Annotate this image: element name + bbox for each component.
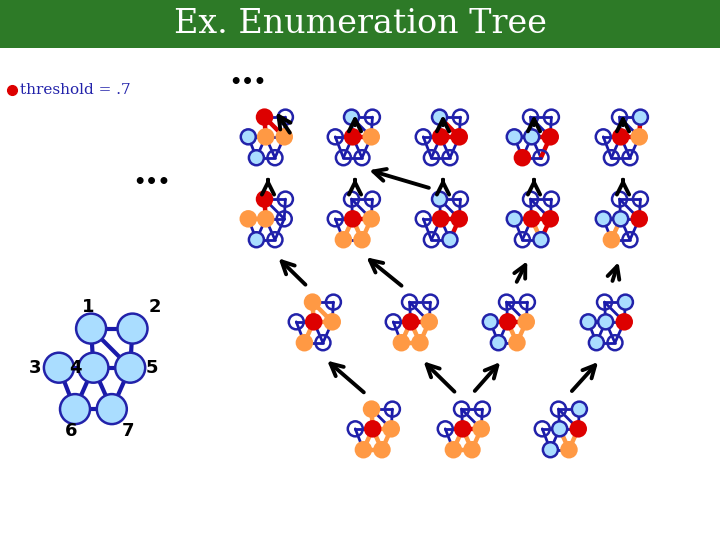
- Circle shape: [433, 130, 448, 144]
- Circle shape: [595, 211, 611, 226]
- Circle shape: [364, 402, 379, 417]
- Text: •••: •••: [133, 173, 171, 192]
- Circle shape: [510, 335, 524, 350]
- Circle shape: [44, 353, 74, 383]
- Circle shape: [543, 130, 558, 144]
- Circle shape: [305, 295, 320, 309]
- Circle shape: [613, 211, 628, 226]
- Text: 3: 3: [29, 359, 41, 377]
- Circle shape: [364, 211, 379, 226]
- Circle shape: [325, 314, 340, 329]
- Circle shape: [534, 232, 549, 247]
- Circle shape: [455, 421, 470, 436]
- Circle shape: [403, 314, 418, 329]
- Circle shape: [344, 110, 359, 125]
- Circle shape: [384, 421, 399, 436]
- Circle shape: [446, 442, 461, 457]
- Circle shape: [524, 130, 539, 144]
- Circle shape: [345, 130, 360, 144]
- Circle shape: [249, 232, 264, 247]
- Circle shape: [433, 211, 448, 226]
- Circle shape: [589, 335, 604, 350]
- Circle shape: [345, 211, 360, 226]
- Circle shape: [374, 442, 390, 457]
- Text: Ex. Enumeration Tree: Ex. Enumeration Tree: [174, 8, 546, 40]
- Circle shape: [365, 421, 380, 436]
- Circle shape: [257, 110, 272, 125]
- Circle shape: [297, 335, 312, 350]
- Circle shape: [306, 314, 321, 329]
- Circle shape: [464, 442, 480, 457]
- Circle shape: [257, 192, 272, 207]
- Text: 7: 7: [122, 422, 134, 440]
- Circle shape: [422, 314, 437, 329]
- Circle shape: [356, 442, 371, 457]
- Text: 4: 4: [69, 359, 81, 377]
- Circle shape: [258, 130, 273, 144]
- Text: 5: 5: [146, 359, 158, 377]
- Text: 6: 6: [65, 422, 77, 440]
- Circle shape: [354, 232, 369, 247]
- Circle shape: [249, 150, 264, 165]
- Circle shape: [507, 211, 522, 226]
- Circle shape: [451, 130, 467, 144]
- Circle shape: [613, 130, 628, 144]
- Circle shape: [276, 130, 292, 144]
- Circle shape: [451, 211, 467, 226]
- Circle shape: [443, 232, 457, 247]
- Circle shape: [432, 192, 447, 207]
- Circle shape: [240, 130, 256, 144]
- Circle shape: [336, 232, 351, 247]
- Circle shape: [507, 130, 522, 144]
- Circle shape: [618, 295, 633, 309]
- Circle shape: [258, 211, 273, 226]
- Circle shape: [562, 442, 577, 457]
- Circle shape: [413, 335, 428, 350]
- Text: 1: 1: [82, 298, 94, 315]
- Text: threshold = .7: threshold = .7: [20, 83, 130, 97]
- Circle shape: [518, 314, 534, 329]
- Circle shape: [581, 314, 595, 329]
- Circle shape: [552, 421, 567, 436]
- Circle shape: [78, 353, 109, 383]
- Circle shape: [633, 110, 648, 125]
- Circle shape: [491, 335, 506, 350]
- Circle shape: [572, 402, 587, 417]
- Circle shape: [524, 211, 539, 226]
- Circle shape: [115, 353, 145, 383]
- Circle shape: [631, 211, 647, 226]
- Circle shape: [617, 314, 631, 329]
- Circle shape: [432, 110, 447, 125]
- Circle shape: [60, 394, 90, 424]
- Circle shape: [543, 211, 558, 226]
- Circle shape: [240, 211, 256, 226]
- Text: 2: 2: [148, 298, 161, 315]
- Circle shape: [394, 335, 409, 350]
- Circle shape: [598, 314, 613, 329]
- Circle shape: [117, 314, 148, 343]
- Bar: [0, 0, 720, 48]
- Circle shape: [364, 130, 379, 144]
- Circle shape: [543, 442, 558, 457]
- Circle shape: [631, 130, 647, 144]
- Circle shape: [483, 314, 498, 329]
- Circle shape: [515, 150, 530, 165]
- Circle shape: [76, 314, 106, 343]
- Circle shape: [474, 421, 489, 436]
- Circle shape: [500, 314, 516, 329]
- Circle shape: [571, 421, 586, 436]
- Text: •••: •••: [230, 72, 266, 91]
- Circle shape: [604, 232, 619, 247]
- Circle shape: [96, 394, 127, 424]
